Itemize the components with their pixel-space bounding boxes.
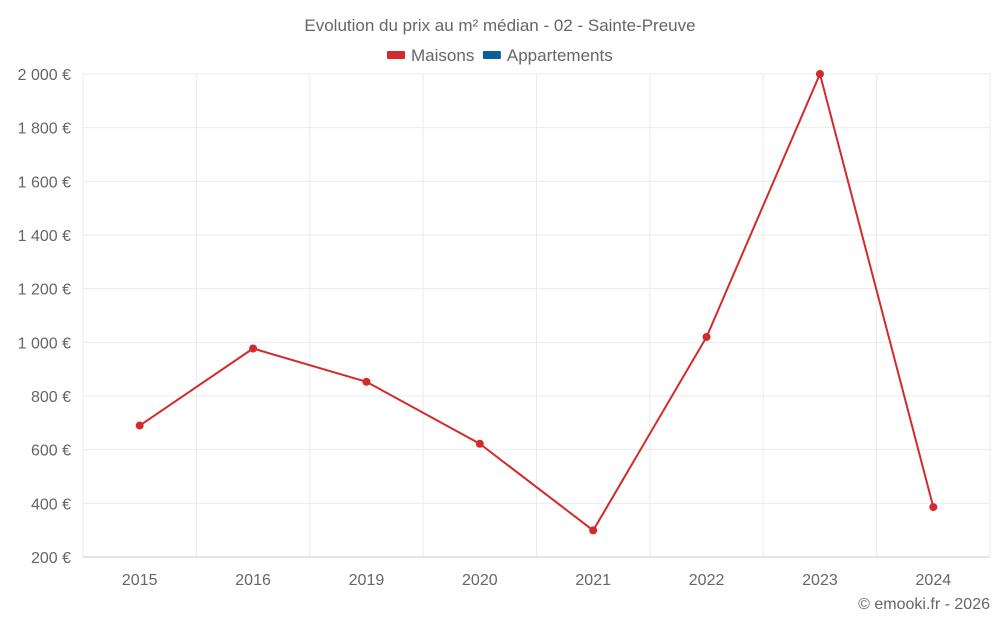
y-tick-label: 600 € [31, 443, 71, 460]
legend-item-maisons[interactable]: Maisons [387, 46, 474, 65]
x-tick-label: 2022 [689, 572, 725, 589]
data-point[interactable] [362, 377, 371, 386]
legend-swatch [387, 51, 406, 59]
credit-text: © emooki.fr - 2026 [858, 596, 990, 613]
data-point[interactable] [135, 421, 144, 430]
data-point[interactable] [249, 344, 258, 353]
y-tick-label: 1 400 € [18, 228, 71, 245]
x-tick-label: 2020 [462, 572, 498, 589]
data-point[interactable] [815, 70, 824, 78]
y-axis-tick-labels: 200 € 400 € 600 € 800 € 1 000 € 1 200 € 1 400 … [18, 67, 71, 567]
series-layer [135, 70, 938, 535]
legend: Maisons Appartements [387, 46, 613, 65]
x-tick-label: 2023 [802, 572, 838, 589]
legend-swatch [482, 51, 501, 59]
data-point[interactable] [475, 439, 484, 448]
data-point[interactable] [929, 503, 938, 512]
y-tick-label: 1 600 € [18, 174, 71, 191]
x-tick-label: 2019 [349, 572, 385, 589]
y-tick-label: 200 € [31, 550, 71, 567]
legend-label: Appartements [507, 46, 613, 65]
x-tick-label: 2016 [235, 572, 271, 589]
data-point[interactable] [702, 332, 711, 341]
legend-item-appartements[interactable]: Appartements [482, 46, 613, 65]
vertical-gridlines [82, 74, 991, 557]
data-point[interactable] [589, 526, 598, 535]
chart-title: Evolution du prix au m² médian - 02 - Sa… [304, 16, 695, 35]
y-tick-label: 1 200 € [18, 282, 71, 299]
x-tick-label: 2024 [916, 572, 952, 589]
legend-label: Maisons [411, 46, 474, 65]
x-tick-label: 2021 [575, 572, 611, 589]
y-tick-label: 400 € [31, 496, 71, 513]
series-line-maisons [139, 73, 935, 532]
x-tick-label: 2015 [122, 572, 158, 589]
x-axis-tick-labels: 2015 2016 2019 2020 2021 2022 2023 2024 [122, 572, 951, 589]
y-tick-label: 1 800 € [18, 121, 71, 138]
y-tick-label: 2 000 € [18, 67, 71, 84]
y-tick-label: 800 € [31, 389, 71, 406]
y-tick-label: 1 000 € [18, 335, 71, 352]
